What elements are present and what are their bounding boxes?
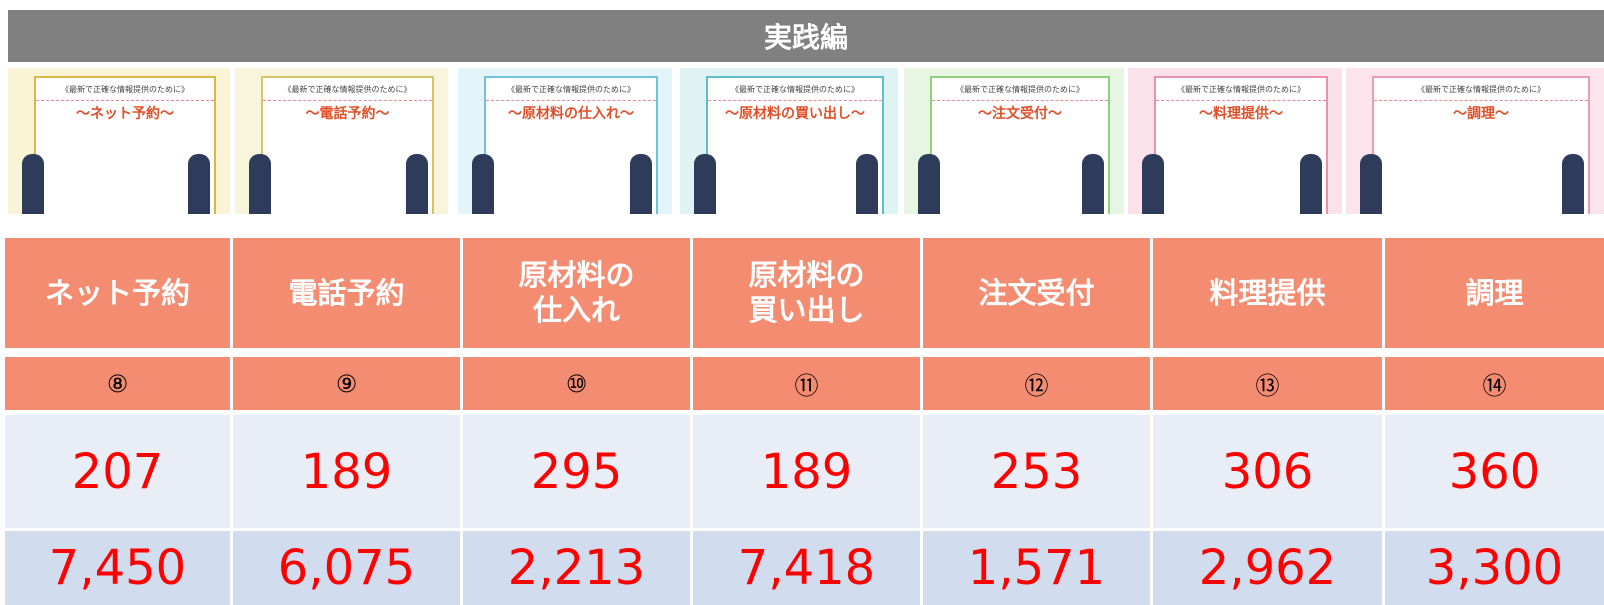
thumbnail-heading: 《最新で正確な情報提供のために》 xyxy=(61,85,189,94)
total: 1,571 xyxy=(923,531,1150,605)
thumbnail-title: 〜ネット予約〜 xyxy=(36,100,214,123)
column-number: ⑨ xyxy=(233,357,460,410)
column-name: 原材料の 仕入れ xyxy=(463,238,690,348)
thumbnail: 《最新で正確な情報提供のために》〜調理〜 xyxy=(1346,68,1604,214)
count: 189 xyxy=(693,415,920,528)
thumbnail-card: 《最新で正確な情報提供のために》〜原材料の買い出し〜 xyxy=(706,76,884,214)
thumbnail: 《最新で正確な情報提供のために》〜原材料の仕入れ〜 xyxy=(458,68,672,214)
illustration-figure xyxy=(918,154,940,214)
thumbnail-heading: 《最新で正確な情報提供のために》 xyxy=(956,85,1084,94)
column-number: ⑬ xyxy=(1153,357,1382,410)
column-name: ネット予約 xyxy=(5,238,230,348)
thumbnail-card: 《最新で正確な情報提供のために》〜ネット予約〜 xyxy=(34,76,216,214)
count: 295 xyxy=(463,415,690,528)
count: 253 xyxy=(923,415,1150,528)
thumbnail: 《最新で正確な情報提供のために》〜ネット予約〜 xyxy=(8,68,230,214)
thumbnail-heading: 《最新で正確な情報提供のために》 xyxy=(1417,85,1545,94)
thumbnail-title: 〜注文受付〜 xyxy=(932,100,1108,123)
total: 7,450 xyxy=(5,531,230,605)
count: 306 xyxy=(1153,415,1382,528)
column-name: 原材料の 買い出し xyxy=(693,238,920,348)
thumbnail-card: 《最新で正確な情報提供のために》〜原材料の仕入れ〜 xyxy=(484,76,658,214)
thumbnail-title: 〜原材料の仕入れ〜 xyxy=(486,100,656,123)
total: 2,962 xyxy=(1153,531,1382,605)
thumbnail-card: 《最新で正確な情報提供のために》〜調理〜 xyxy=(1372,76,1590,214)
illustration-figure xyxy=(472,154,494,214)
total: 7,418 xyxy=(693,531,920,605)
column-number: ⑩ xyxy=(463,357,690,410)
count: 189 xyxy=(233,415,460,528)
thumbnail: 《最新で正確な情報提供のために》〜料理提供〜 xyxy=(1128,68,1342,214)
header-title: 実践編 xyxy=(8,10,1604,62)
thumbnail-heading: 《最新で正確な情報提供のために》 xyxy=(731,85,859,94)
thumbnail-heading: 《最新で正確な情報提供のために》 xyxy=(507,85,635,94)
column-name: 電話予約 xyxy=(233,238,460,348)
total: 6,075 xyxy=(233,531,460,605)
count: 360 xyxy=(1385,415,1604,528)
thumbnail-title: 〜調理〜 xyxy=(1374,100,1588,123)
illustration-figure xyxy=(1360,154,1382,214)
count: 207 xyxy=(5,415,230,528)
thumbnail: 《最新で正確な情報提供のために》〜原材料の買い出し〜 xyxy=(680,68,898,214)
illustration-figure xyxy=(22,154,44,214)
column-number: ⑫ xyxy=(923,357,1150,410)
thumbnail: 《最新で正確な情報提供のために》〜注文受付〜 xyxy=(904,68,1124,214)
thumbnail-card: 《最新で正確な情報提供のために》〜注文受付〜 xyxy=(930,76,1110,214)
illustration-figure xyxy=(188,154,210,214)
column-number: ⑪ xyxy=(693,357,920,410)
thumbnail-title: 〜料理提供〜 xyxy=(1156,100,1326,123)
illustration-figure xyxy=(249,154,271,214)
illustration-figure xyxy=(856,154,878,214)
column-name: 注文受付 xyxy=(923,238,1150,348)
total: 3,300 xyxy=(1385,531,1604,605)
thumbnail-card: 《最新で正確な情報提供のために》〜料理提供〜 xyxy=(1154,76,1328,214)
thumbnail: 《最新で正確な情報提供のために》〜電話予約〜 xyxy=(235,68,448,214)
illustration-figure xyxy=(1300,154,1322,214)
column-number: ⑧ xyxy=(5,357,230,410)
thumbnail-heading: 《最新で正確な情報提供のために》 xyxy=(1177,85,1305,94)
column-number: ⑭ xyxy=(1385,357,1604,410)
column-name: 料理提供 xyxy=(1153,238,1382,348)
thumbnail-card: 《最新で正確な情報提供のために》〜電話予約〜 xyxy=(261,76,434,214)
thumbnail-heading: 《最新で正確な情報提供のために》 xyxy=(283,85,412,94)
thumbnail-title: 〜原材料の買い出し〜 xyxy=(708,100,882,123)
illustration-figure xyxy=(1562,154,1584,214)
illustration-figure xyxy=(406,154,428,214)
illustration-figure xyxy=(630,154,652,214)
thumbnail-title: 〜電話予約〜 xyxy=(263,100,432,123)
illustration-figure xyxy=(694,154,716,214)
total: 2,213 xyxy=(463,531,690,605)
column-name: 調理 xyxy=(1385,238,1604,348)
illustration-figure xyxy=(1082,154,1104,214)
illustration-figure xyxy=(1142,154,1164,214)
